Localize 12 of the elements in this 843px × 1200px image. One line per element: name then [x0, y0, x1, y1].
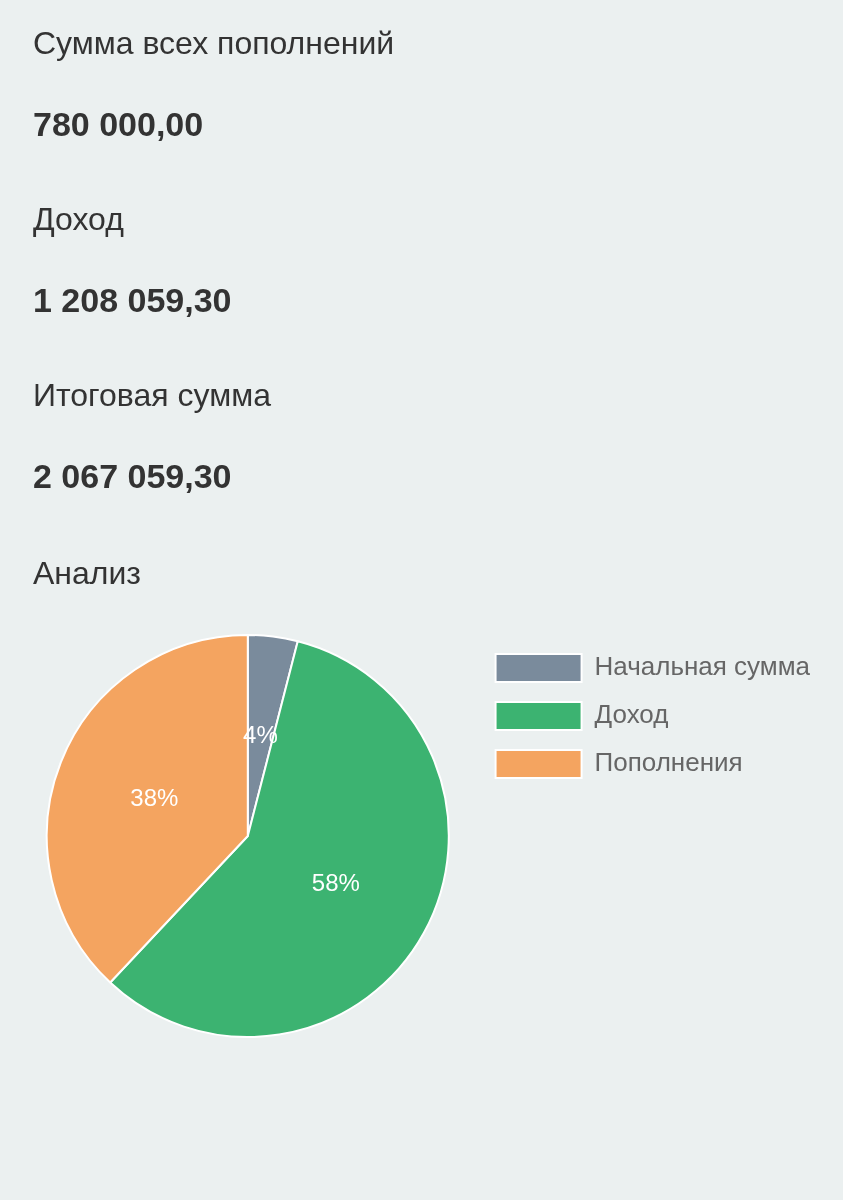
- text: Доход: [33, 201, 124, 238]
- data-label: 38%: [130, 783, 179, 811]
- text: 780 000,00: [33, 105, 204, 144]
- data-label: 58%: [311, 869, 360, 897]
- text: 2 067 059,30: [33, 457, 232, 496]
- text: 1 208 059,30: [33, 281, 232, 320]
- legend-label: Доход: [594, 699, 669, 730]
- text: Сумма всех пополнений: [33, 25, 395, 62]
- legend-label: Начальная сумма: [594, 651, 811, 682]
- legend-label: Пополнения: [594, 747, 743, 778]
- chart-title: Анализ: [33, 555, 142, 592]
- text: Итоговая сумма: [33, 377, 271, 414]
